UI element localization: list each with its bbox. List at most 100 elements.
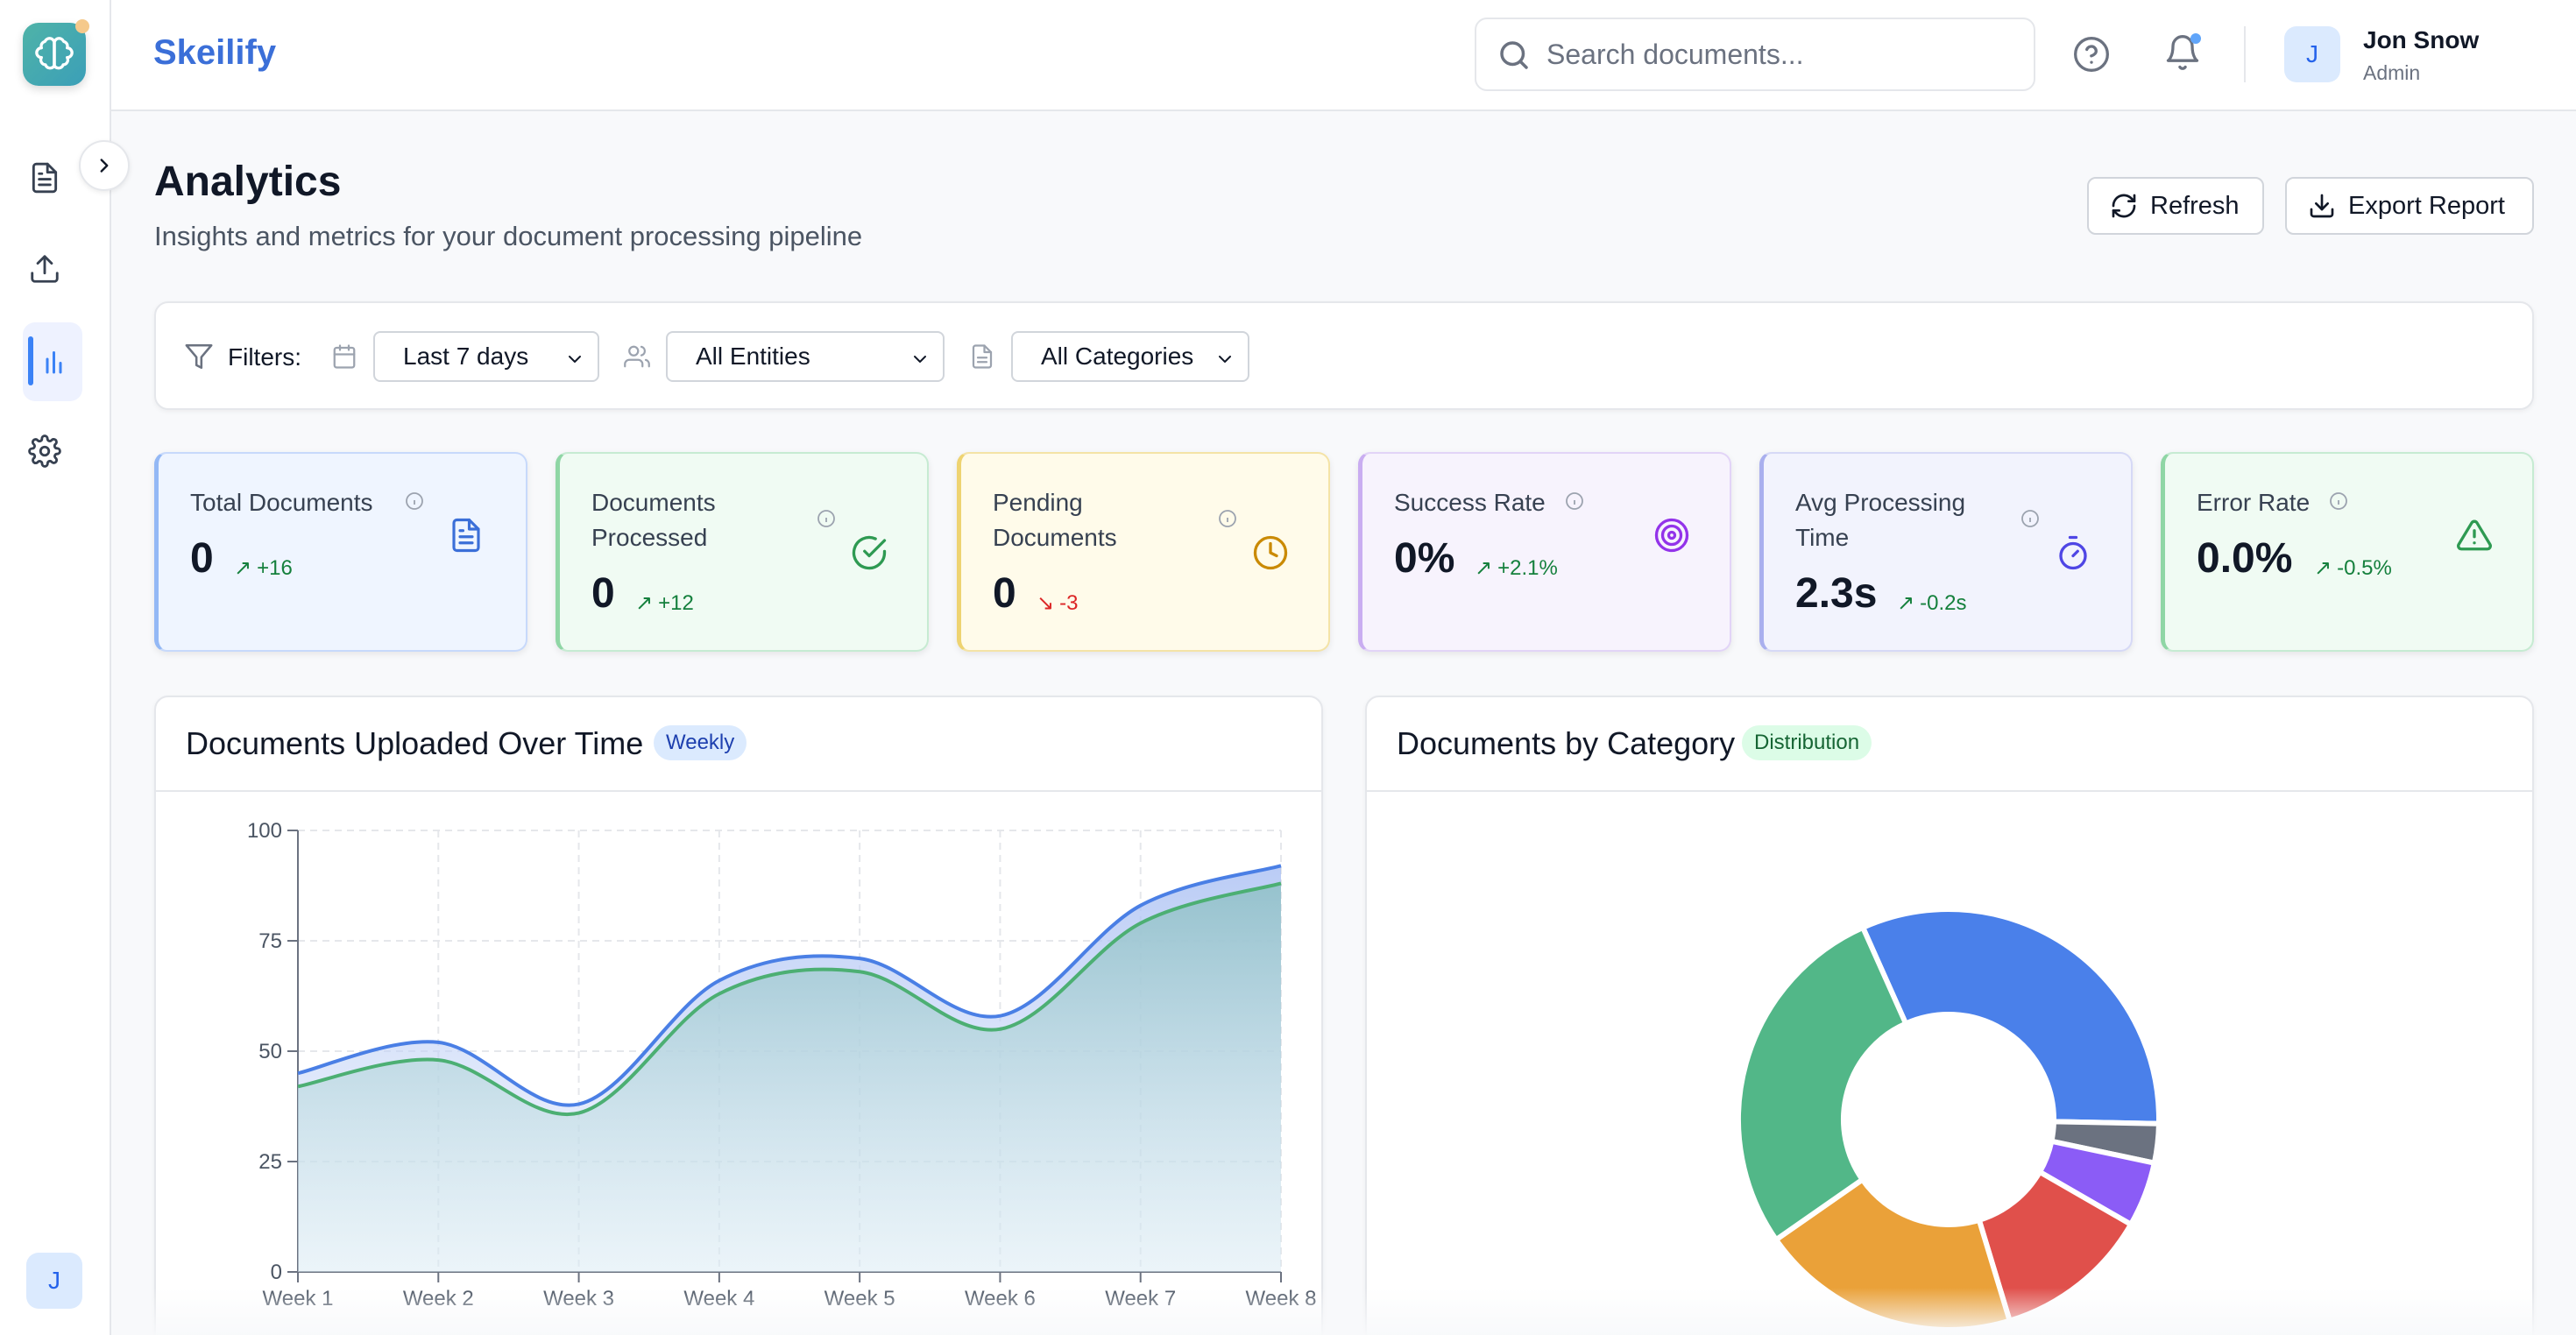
info-icon[interactable] [1217, 508, 1238, 529]
uploads-area-chart: 0 25 50 75 100 Week 1 Week 2 Week 3 Week 4 Week 5… [247, 819, 1317, 1310]
info-icon[interactable] [1564, 491, 1585, 512]
stat-delta-value: +16 [257, 555, 293, 580]
sidebar: J [0, 0, 111, 1335]
trend-up-icon: ↗ [635, 591, 654, 615]
date-range-value: Last 7 days [403, 343, 529, 370]
notification-dot [2190, 33, 2201, 44]
chevron-down-icon [914, 356, 926, 363]
donut-slice-1[interactable] [1859, 907, 2162, 1127]
user-avatar[interactable]: J [2284, 26, 2340, 82]
x-tick-label: Week 4 [683, 1287, 754, 1310]
gear-icon [28, 434, 61, 468]
info-icon[interactable] [404, 491, 425, 512]
stat-value: 0.0% [2197, 535, 2293, 582]
info-icon[interactable] [2020, 508, 2041, 529]
chevron-right-icon [100, 159, 109, 173]
categories-select[interactable]: All Categories [1011, 331, 1249, 382]
distribution-badge: Distribution [1742, 725, 1872, 760]
stat-delta-value: -0.5% [2337, 555, 2392, 580]
entities-select[interactable]: All Entities [666, 331, 945, 382]
weekly-badge: Weekly [654, 725, 747, 760]
search-box[interactable] [1475, 18, 2035, 91]
refresh-button[interactable]: Refresh [2087, 177, 2264, 235]
date-range-select[interactable]: Last 7 days [373, 331, 599, 382]
app-logo[interactable] [23, 19, 89, 86]
x-tick-label: Week 7 [1105, 1287, 1176, 1310]
series-2-line[interactable] [297, 881, 1282, 1117]
stat-value: 0 [190, 535, 214, 582]
brand-name[interactable]: Skeilify [153, 33, 277, 72]
stat-title: Success Rate [1394, 489, 1546, 516]
stat-card-error-rate: Error Rate 0.0% ↗ -0.5% [2161, 452, 2534, 652]
export-report-button[interactable]: Export Report [2285, 177, 2534, 235]
series-1-line[interactable] [297, 864, 1282, 1107]
chart-title: Documents by Category [1397, 725, 1736, 761]
stat-value: 0 [591, 570, 615, 617]
sidebar-item-documents[interactable] [23, 156, 67, 200]
sidebar-avatar[interactable]: J [26, 1253, 82, 1309]
logo-notification-dot [75, 19, 89, 33]
y-tick-label: 0 [271, 1261, 282, 1284]
y-tick-label: 25 [258, 1150, 282, 1174]
info-icon[interactable] [2328, 491, 2349, 512]
stat-delta: ↗ +16 [234, 555, 293, 581]
entities-value: All Entities [696, 343, 810, 370]
file-text-icon [452, 518, 480, 553]
donut-slice-6[interactable] [1736, 923, 1910, 1244]
stat-delta: ↘ -3 [1037, 590, 1078, 616]
search-input[interactable] [1546, 38, 2002, 71]
chevron-down-icon [1219, 356, 1231, 363]
document-icon [972, 344, 993, 369]
x-tick-label: Week 3 [543, 1287, 614, 1310]
stat-delta-value: +12 [658, 590, 694, 615]
stat-title: Avg Processing Time [1795, 489, 1966, 551]
stat-title: Pending Documents [993, 489, 1117, 551]
sidebar-expand-button[interactable] [79, 140, 130, 191]
filters-bar: Filters: Last 7 days All Entities All Ca… [154, 301, 2534, 410]
info-icon[interactable] [816, 508, 837, 529]
upload-icon [31, 255, 59, 283]
stat-title: Documents Processed [591, 489, 716, 551]
page-title: Analytics [154, 159, 342, 205]
trend-up-icon: ↗ [1897, 591, 1915, 615]
page-subtitle: Insights and metrics for your document p… [154, 221, 863, 251]
y-tick-label: 75 [258, 929, 282, 953]
filters-label: Filters: [228, 343, 301, 371]
stat-delta: ↗ +2.1% [1475, 555, 1558, 581]
x-tick-label: Week 2 [403, 1287, 474, 1310]
stat-value: 2.3s [1795, 570, 1878, 617]
chevron-down-icon [569, 356, 581, 363]
chart-title: Documents Uploaded Over Time [186, 725, 644, 761]
bell-icon[interactable] [2163, 33, 2202, 72]
x-tick-label: Week 6 [965, 1287, 1036, 1310]
sidebar-item-upload[interactable] [23, 247, 67, 291]
stat-delta: ↗ +12 [635, 590, 694, 616]
x-tick-label: Week 8 [1246, 1287, 1317, 1310]
brain-icon [35, 37, 74, 70]
stat-delta-value: -3 [1059, 590, 1079, 615]
stat-title: Total Documents [190, 489, 373, 516]
sidebar-item-settings[interactable] [23, 429, 67, 473]
panel-header: Documents by Category Distribution [1367, 697, 2532, 792]
export-label: Export Report [2348, 191, 2505, 220]
stat-card-pending-documents: Pending Documents 0 ↘ -3 [957, 452, 1330, 652]
document-icon [32, 162, 58, 194]
stat-value: 0% [1394, 535, 1455, 582]
bar-chart-icon [46, 351, 62, 374]
stat-value: 0 [993, 570, 1016, 617]
panel-header: Documents Uploaded Over Time Weekly [156, 697, 1321, 792]
download-icon [2310, 194, 2334, 218]
filter-icon [185, 343, 213, 370]
trend-up-icon: ↗ [2314, 556, 2332, 580]
trend-up-icon: ↗ [1475, 556, 1493, 580]
categories-value: All Categories [1041, 343, 1194, 370]
stat-delta-value: -0.2s [1920, 590, 1967, 615]
x-tick-label: Week 5 [824, 1287, 895, 1310]
calendar-icon [333, 344, 356, 369]
stat-delta: ↗ -0.5% [2314, 555, 2392, 581]
stat-card-success-rate: Success Rate 0% ↗ +2.1% [1358, 452, 1731, 652]
clock-icon [1253, 535, 1288, 570]
top-header: Skeilify J Jon Snow Admin [111, 0, 2576, 111]
help-icon[interactable] [2072, 35, 2111, 74]
user-name[interactable]: Jon Snow [2363, 26, 2480, 53]
